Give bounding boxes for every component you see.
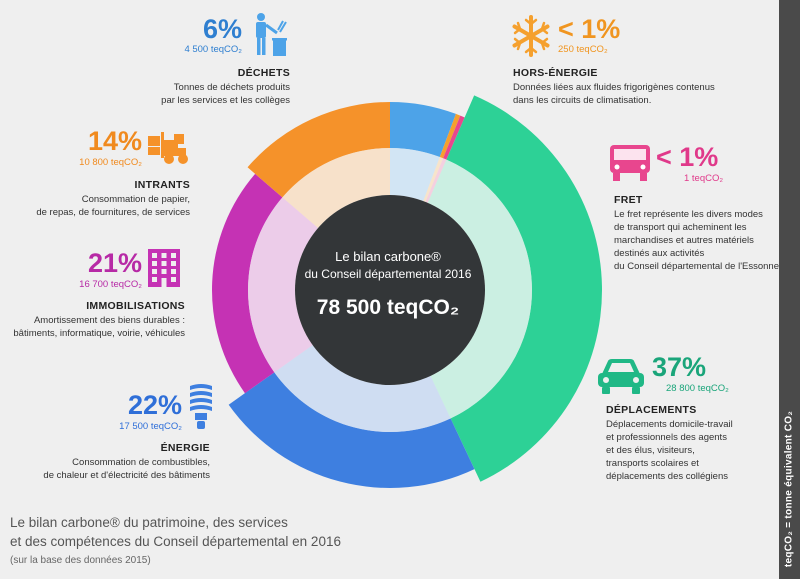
dechets-percent: 6% (202, 14, 242, 44)
unit-legend-text: teqCO₂ = tonne équivalent CO₂ (783, 410, 795, 568)
hors-energie-slice (439, 113, 461, 159)
intrants-label: INTRANTS (134, 179, 190, 191)
immobilisations-percent: 21% (87, 248, 142, 278)
hors-energie-value: 250 teqCO₂ (558, 44, 608, 55)
forklift-icon (148, 132, 188, 164)
energie-inner-slice (274, 345, 451, 432)
dechets-slice (390, 102, 456, 158)
center-total: 78 500 teqCO₂ (316, 296, 460, 319)
immobilisations-slice (212, 173, 283, 394)
hors-energie-description: Données liées aux fluides frigorigènes c… (513, 82, 715, 106)
deplacements-value: 28 800 teqCO₂ (666, 383, 729, 394)
immobilisations-label: IMMOBILISATIONS (86, 300, 185, 312)
deplacements-label: DÉPLACEMENTS (606, 404, 697, 416)
dechets-label: DÉCHETS (237, 67, 290, 79)
dechets-inner-slice (390, 148, 440, 202)
deplacements-percent: 37% (652, 352, 707, 382)
deplacements-slice (446, 95, 602, 482)
immobilisations-value: 16 700 teqCO₂ (79, 279, 142, 290)
hors-energie-percent: < 1% (558, 14, 621, 44)
dechets-description: Tonnes de déchets produits par les servi… (161, 82, 290, 106)
fret-label: FRET (614, 194, 643, 206)
fret-inner-slice (425, 158, 447, 203)
intrants-inner-slice (282, 148, 390, 229)
outer-ring (212, 95, 602, 488)
donut-chart (212, 95, 602, 488)
fret-value: 1 teqCO₂ (684, 173, 724, 184)
energie-description: Consommation de combustibles, de chaleur… (43, 457, 210, 481)
center-disc (295, 195, 485, 385)
hors-energie-inner-slice (423, 157, 444, 202)
intrants-description: Consommation de papier, de repas, de fou… (36, 194, 190, 218)
energie-percent: 22% (127, 390, 182, 420)
fret-percent: < 1% (656, 142, 719, 172)
immobilisations-inner-slice (248, 197, 319, 373)
trash-person-icon (256, 13, 287, 56)
truck-icon (610, 145, 650, 181)
intrants-percent: 14% (87, 126, 142, 156)
intrants-value: 10 800 teqCO₂ (79, 157, 142, 168)
immobilisations-description: Amortissement des biens durables : bâtim… (13, 315, 185, 339)
energie-value: 17 500 teqCO₂ (119, 421, 182, 432)
fret-description: Le fret représente les divers modes de t… (614, 209, 780, 272)
unit-legend-bar (779, 0, 800, 579)
hors-energie-label: HORS-ÉNERGIE (513, 67, 598, 79)
bulb-icon (190, 384, 212, 429)
energie-slice (228, 372, 475, 488)
center-title-line1: Le bilan carbone® (335, 249, 441, 264)
snowflake-icon (512, 15, 550, 57)
inner-ring (248, 148, 532, 432)
footer-line2: et des compétences du Conseil départemen… (10, 534, 341, 549)
intrants-slice (247, 102, 390, 198)
footer-line3: (sur la base des données 2015) (10, 555, 151, 566)
car-icon (598, 359, 644, 394)
fret-slice (443, 115, 465, 160)
deplacements-inner-slice (427, 159, 532, 419)
dechets-value: 4 500 teqCO₂ (184, 44, 242, 55)
deplacements-description: Déplacements domicile-travail et profess… (606, 419, 733, 482)
footer-line1: Le bilan carbone® du patrimoine, des ser… (10, 515, 288, 530)
building-icon (148, 249, 180, 287)
energie-label: ÉNERGIE (160, 442, 210, 454)
center-title-line2: du Conseil départemental 2016 (304, 267, 472, 281)
